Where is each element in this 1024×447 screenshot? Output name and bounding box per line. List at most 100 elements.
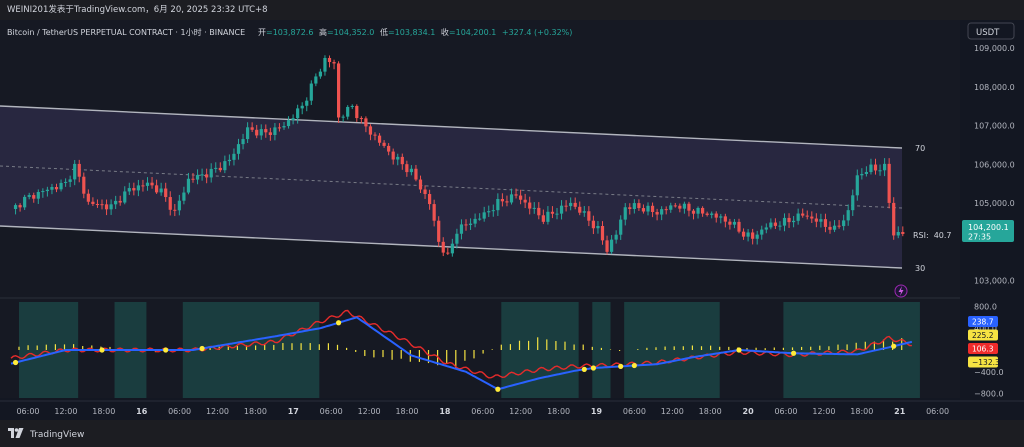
candle-body [73,163,77,180]
signal-dot [163,347,169,353]
currency-button[interactable]: USDT [967,22,1015,40]
candle-body [691,210,696,214]
price-tick-label: 107,000.0 [974,122,1015,131]
candle-body [546,211,550,222]
candle-body [523,199,527,203]
oscillator-tick-label: −800.0 [974,390,1004,399]
candle-body [286,120,291,127]
candle-body [50,187,54,190]
candle-body [682,203,686,209]
candle-body [810,216,814,219]
time-axis[interactable]: 06:00 12:00 18:00 16 06:00 12:00 18:00 17 06:00 1… [16,407,949,416]
candle-body [578,206,582,213]
candle-body [373,134,377,136]
candle-body [487,211,491,213]
tradingview-logo[interactable]: TradingView [8,428,84,441]
time-tick-label: 20 [743,407,755,416]
candle-body [455,233,459,244]
candle-body [164,188,168,198]
time-tick-label: 16 [136,407,148,416]
candle-body [664,209,668,211]
candle-body [714,213,718,218]
candle-body [273,127,277,135]
candle-body [236,144,241,154]
legend-symbol[interactable]: Bitcoin / TetherUS PERPETUAL CONTRACT · … [7,27,245,37]
signal-dot [791,350,797,356]
time-tick-label: 17 [288,407,299,416]
candle-body [132,188,136,191]
indicator-badge-value: 106.3 [972,345,994,354]
candle-body [109,204,113,210]
chart-legend: Bitcoin / TetherUS PERPETUAL CONTRACT · … [7,27,572,37]
oscillator-shade [783,302,920,398]
candle-body [291,118,295,121]
candle-body [23,196,27,208]
candlestick-series [13,55,905,257]
candle-body [13,205,18,209]
legend-close-value: =104,200.1 [449,28,496,37]
chart-svg[interactable]: Bitcoin / TetherUS PERPETUAL CONTRACT · … [0,20,1024,420]
candle-body [468,223,473,225]
time-tick-label: 12:00 [206,407,229,416]
candle-body [77,163,81,177]
chart-area[interactable]: Bitcoin / TetherUS PERPETUAL CONTRACT · … [0,20,1024,420]
price-axis[interactable]: 109,000.0 108,000.0 107,000.0 106,000.0 105,… [974,44,1015,285]
oscillator-shade [501,302,579,398]
time-tick-label: 06:00 [926,407,949,416]
candle-body [564,205,568,207]
candle-body [327,57,332,63]
candle-body [250,127,254,130]
price-tick-label: 108,000.0 [974,83,1015,92]
candle-body [819,219,823,222]
candle-body [59,182,63,190]
candle-body [619,219,623,235]
price-tick-label: 103,000.0 [974,276,1015,285]
candle-body [710,213,714,215]
candle-body [423,189,427,195]
price-tick-label: 109,000.0 [974,44,1015,53]
candle-body [514,194,518,196]
candle-body [418,179,423,190]
oscillator-tick-label: 800.0 [974,302,997,311]
candle-body [896,232,900,236]
indicator-badge-value: 238.7 [972,318,994,327]
candle-body [719,216,723,218]
oscillator-axis[interactable]: 800.0 400.0 −400.0 −800.0 [974,302,1004,398]
time-tick-label: 06:00 [623,407,646,416]
candle-body [901,232,905,234]
candle-body [318,71,322,77]
legend-open-value: =103,872.6 [266,28,313,37]
oscillator-blue-line [10,316,913,391]
candle-body [259,129,263,136]
candle-body [641,208,646,212]
candle-body [405,164,409,173]
candle-body [632,203,636,210]
indicator-badge [968,316,998,327]
candle-body [36,192,40,199]
candle-body [678,205,682,209]
candle-body [823,219,828,227]
candle-body [95,204,100,206]
candle-body [432,204,436,221]
candle-body [855,175,859,196]
candle-body [669,205,673,210]
candle-body [741,231,746,237]
candle-body [86,193,90,202]
candle-body [555,213,559,215]
candle-body [364,118,368,127]
candle-body [696,207,700,214]
candle-body [155,185,159,193]
candle-body [368,126,373,135]
candle-body [528,202,532,209]
candle-body [232,153,236,160]
candle-body [382,142,386,146]
candle-body [605,240,609,252]
candle-body [387,145,391,152]
candle-body [814,218,818,222]
indicator-badge [968,343,998,354]
candle-body [18,205,22,208]
signal-dot [891,343,897,349]
alert-lightning-icon[interactable] [894,284,908,298]
candle-body [559,205,564,214]
candle-body [732,221,737,225]
